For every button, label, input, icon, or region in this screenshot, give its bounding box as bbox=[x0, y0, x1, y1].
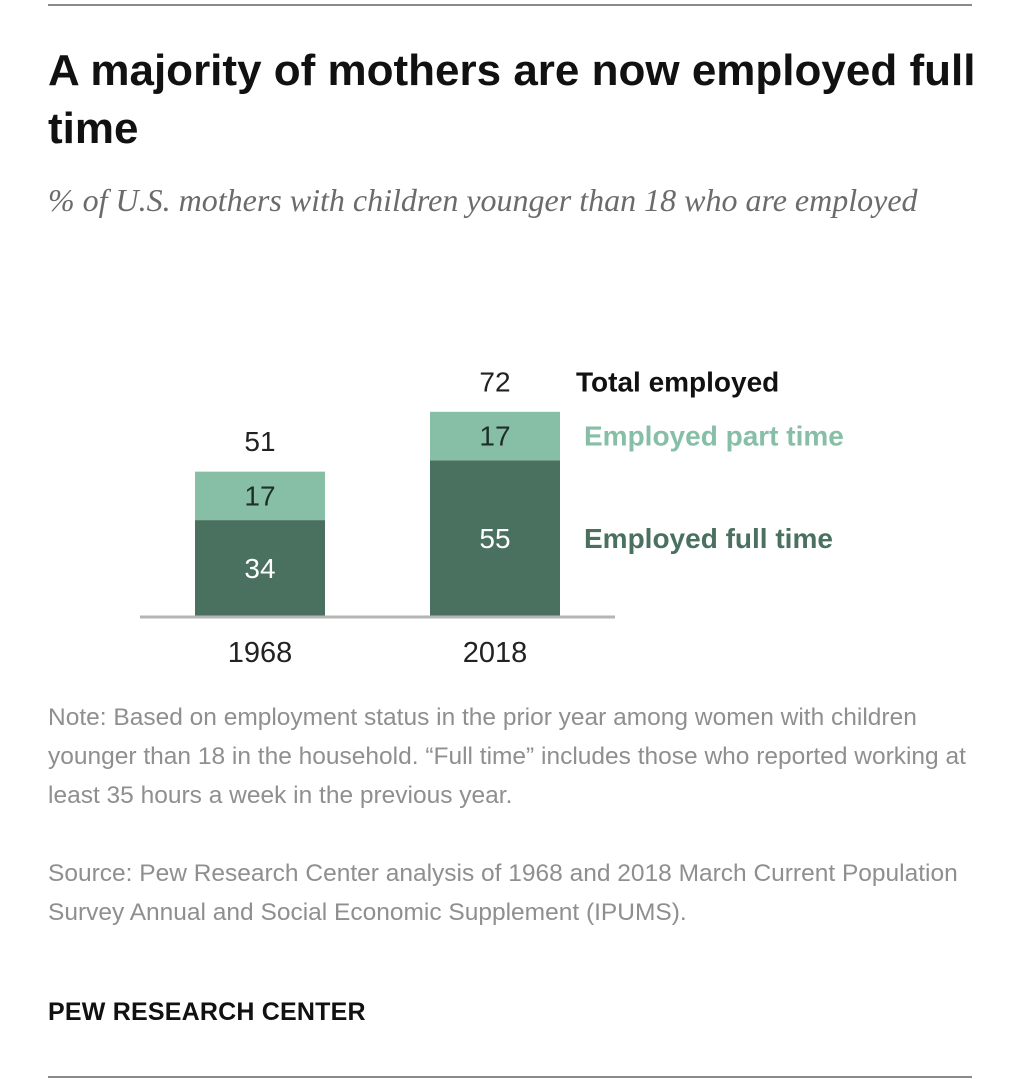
category-label-1968: 1968 bbox=[228, 637, 293, 669]
chart-subtitle: % of U.S. mothers with children younger … bbox=[48, 182, 918, 218]
total-label-2018: 72 bbox=[479, 366, 510, 397]
total-label-1968: 51 bbox=[244, 426, 275, 457]
bar-full-time-2018 bbox=[430, 460, 560, 617]
bar-part-time-1968 bbox=[195, 471, 325, 521]
legend-label-total: Total employed bbox=[576, 366, 779, 397]
legend-label-part-time: Employed part time bbox=[584, 421, 844, 452]
bottom-rule bbox=[48, 1076, 972, 1078]
legend-label-full-time: Employed full time bbox=[584, 523, 833, 554]
value-label-full-time-2018: 55 bbox=[479, 523, 510, 554]
value-label-full-time-1968: 34 bbox=[244, 553, 275, 584]
value-label-part-time-2018: 17 bbox=[479, 421, 510, 452]
bar-full-time-1968 bbox=[195, 520, 325, 617]
stacked-bar-chart: 34 17 51 1968 55 17 72 2018 Employed full time Em… bbox=[140, 366, 844, 669]
value-label-part-time-1968: 17 bbox=[244, 480, 275, 511]
bar-part-time-2018 bbox=[430, 411, 560, 461]
chart-note: Note: Based on employment status in the … bbox=[48, 704, 966, 809]
category-label-2018: 2018 bbox=[463, 637, 528, 669]
chart-source: Source: Pew Research Center analysis of … bbox=[48, 860, 958, 926]
top-rule bbox=[48, 4, 972, 6]
chart-title: A majority of mothers are now employed f… bbox=[48, 46, 976, 153]
publisher-brand: PEW RESEARCH CENTER bbox=[48, 998, 366, 1026]
